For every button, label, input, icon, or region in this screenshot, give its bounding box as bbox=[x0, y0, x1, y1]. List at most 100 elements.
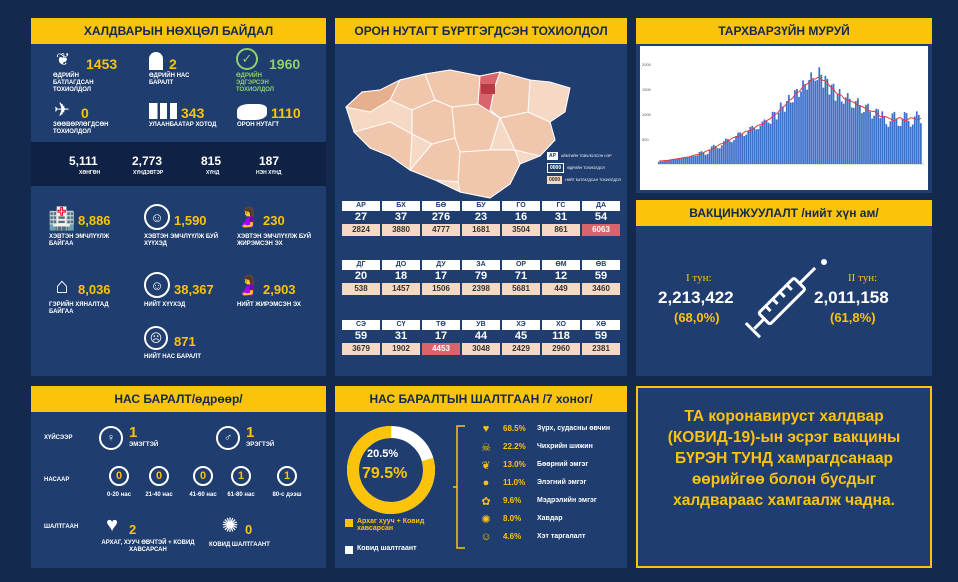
covid-cause-label: КОВИД ШАЛТГААНТ bbox=[209, 542, 270, 548]
epi-bar bbox=[796, 88, 798, 164]
epi-bar bbox=[700, 151, 703, 164]
epi-bar bbox=[714, 146, 717, 164]
dose2-value: 2,011,158 bbox=[814, 288, 889, 307]
epi-bar bbox=[722, 141, 725, 164]
province-code: ӨВ bbox=[582, 260, 620, 270]
epi-bar bbox=[757, 129, 760, 164]
epi-bar bbox=[759, 125, 762, 164]
province-daily: 31 bbox=[554, 211, 568, 223]
pregnant-woman-icon: 🤰 bbox=[235, 206, 261, 229]
dose2-percent: (61,8%) bbox=[830, 310, 876, 325]
airplane-icon: ✈ bbox=[54, 99, 70, 121]
lungs-icon: ❦ bbox=[55, 50, 71, 69]
province-total: 2824 bbox=[342, 224, 380, 236]
recovered-person-icon: ✓ bbox=[236, 48, 258, 70]
pregnant-total-icon: 🤰 bbox=[235, 274, 261, 297]
province-code: ОР bbox=[502, 260, 540, 270]
province-daily: 31 bbox=[394, 330, 408, 342]
epidemic-curve-title: ТАРХВАРЗҮЙН МУРУЙ bbox=[636, 18, 932, 44]
total-deaths-label: НИЙТ НАС БАРАЛТ bbox=[144, 354, 201, 360]
cause-icon: ✿ bbox=[481, 495, 491, 508]
epi-bar bbox=[694, 155, 697, 164]
epi-bar bbox=[899, 125, 902, 164]
daily-recovered-value: 1960 bbox=[269, 56, 301, 72]
province-daily: 71 bbox=[514, 270, 528, 282]
epi-bar bbox=[688, 156, 691, 164]
hospitalized-children-label: ХЭВТЭН ЭМЧЛҮҮЛЖ БУЙ ХҮҮХЭД bbox=[144, 234, 219, 247]
province-code: ЗА bbox=[462, 260, 500, 270]
female-label: ЭМЭГТЭЙ bbox=[129, 442, 159, 448]
by-sex-label: ХҮЙСЭЭР bbox=[44, 435, 73, 441]
province-code: БХ bbox=[382, 201, 420, 211]
epi-bar bbox=[840, 101, 843, 164]
legend-total-box: 0000 bbox=[547, 176, 563, 184]
donut-chronic-slice bbox=[347, 426, 435, 514]
epi-bar bbox=[672, 159, 674, 164]
province-daily: 27 bbox=[354, 211, 368, 223]
legend-chronic-text: Архаг хууч + Ковид хавсарсан bbox=[357, 518, 425, 532]
epi-bar bbox=[897, 125, 900, 164]
epi-bar bbox=[842, 103, 845, 164]
epi-bar bbox=[765, 120, 768, 164]
epi-bar bbox=[706, 154, 709, 164]
province-code: ХӨ bbox=[582, 320, 620, 330]
province-code: ДА bbox=[582, 201, 620, 211]
by-cause-label: ШАЛТГААН bbox=[44, 524, 79, 530]
cause-icon: ✺ bbox=[481, 513, 491, 526]
age-count-circle: 0 bbox=[149, 466, 169, 486]
epi-bar bbox=[755, 129, 758, 164]
province-daily: 54 bbox=[594, 211, 608, 223]
province-total: 2960 bbox=[542, 343, 580, 355]
epi-bar bbox=[666, 160, 668, 164]
mongolia-map-icon bbox=[237, 104, 267, 120]
cause-percent: 68.5% bbox=[503, 424, 526, 433]
epi-bar bbox=[771, 111, 774, 164]
province-total: 3880 bbox=[382, 224, 420, 236]
province-daily: 44 bbox=[474, 330, 488, 342]
epi-bar bbox=[818, 67, 821, 164]
moderate-value: 2,773 bbox=[132, 154, 163, 168]
epi-bar bbox=[727, 139, 729, 164]
epi-bar bbox=[881, 111, 884, 164]
epi-bar bbox=[739, 132, 741, 164]
severe-label: ХҮНД bbox=[206, 170, 220, 176]
cause-percent: 9.6% bbox=[503, 496, 522, 505]
dose1-value: 2,213,422 bbox=[658, 288, 734, 307]
epi-bar bbox=[903, 112, 906, 164]
cause-icon: ❦ bbox=[481, 459, 491, 472]
home-icon: ⌂ bbox=[55, 273, 69, 298]
hospitalized-value: 8,886 bbox=[78, 213, 111, 228]
province-code: ӨМ bbox=[542, 260, 580, 270]
province-code: ХО bbox=[542, 320, 580, 330]
epi-bar bbox=[830, 84, 833, 164]
death-cause-donut bbox=[347, 426, 435, 514]
province-code: СЭ bbox=[342, 320, 380, 330]
epi-bar bbox=[816, 80, 819, 164]
epi-bar bbox=[790, 102, 792, 164]
epi-bar bbox=[737, 132, 739, 164]
epi-bar bbox=[781, 107, 784, 164]
total-pregnant-label: НИЙТ ЖИРЭМСЭН ЭХ bbox=[237, 302, 301, 308]
female-deaths-value: 1 bbox=[129, 424, 138, 441]
province-total: 538 bbox=[342, 283, 380, 295]
age-count-circle: 1 bbox=[231, 466, 251, 486]
total-children-value: 38,367 bbox=[174, 282, 214, 297]
epi-bar bbox=[911, 124, 914, 164]
cause-percent: 13.0% bbox=[503, 460, 526, 469]
hospitalized-children-value: 1,590 bbox=[174, 213, 207, 228]
mild-value: 5,111 bbox=[69, 154, 98, 168]
virus-icon: ✺ bbox=[221, 514, 239, 537]
epi-bar bbox=[848, 98, 851, 164]
epi-bar bbox=[751, 125, 754, 164]
epi-bar bbox=[749, 126, 752, 164]
epi-bar bbox=[662, 161, 664, 164]
epi-bar bbox=[885, 124, 888, 164]
infection-status-title: ХАЛДВАРЫН НӨХЦӨЛ БАЙДАЛ bbox=[31, 18, 326, 44]
province-total: 3460 bbox=[582, 283, 620, 295]
province-code: БӨ bbox=[422, 201, 460, 211]
epi-bar bbox=[826, 79, 829, 164]
countryside-label: ОРОН НУТАГТ bbox=[237, 122, 280, 128]
province-daily: 18 bbox=[394, 270, 408, 282]
epi-bar bbox=[917, 114, 920, 164]
deaths-face-icon: ☹ bbox=[144, 326, 168, 350]
